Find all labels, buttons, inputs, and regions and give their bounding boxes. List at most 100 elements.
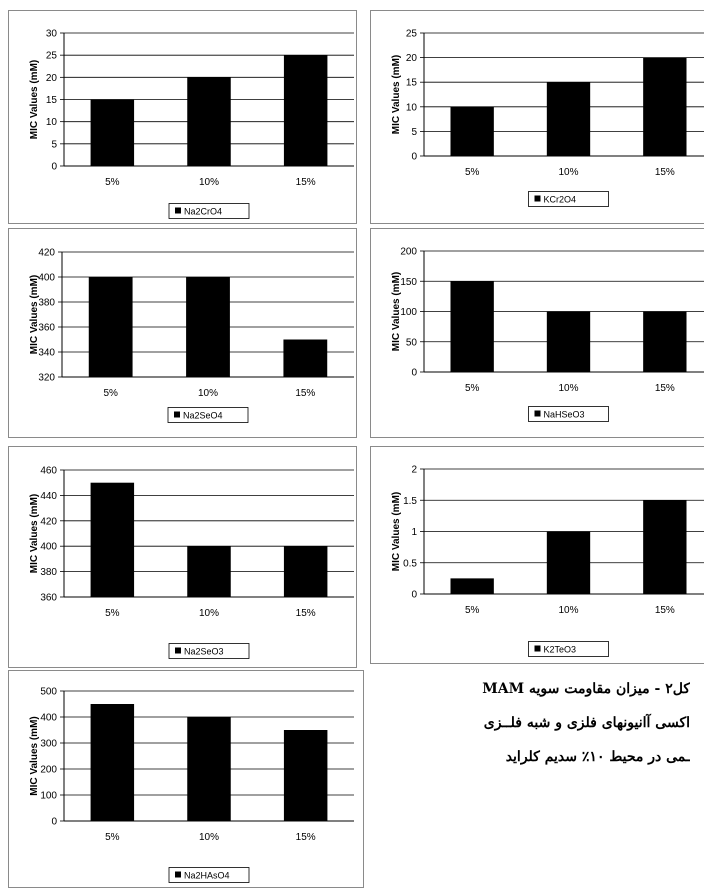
legend-box [167,407,249,423]
y-tick-label: 25 [46,51,58,62]
y-tick-label: 2 [411,465,417,476]
bar [88,277,133,377]
chart-panel-na2cro4: 0 5 10 15 20 25 30 5% 10% 15% MIC Values (mM) Na2Cr… [8,10,357,224]
bar [283,55,328,166]
bar [187,546,231,597]
legend-box [168,203,250,219]
y-tick-label: 150 [400,277,417,288]
legend-label: Na2CrO4 [184,207,222,217]
y-tick-label: 100 [400,307,417,318]
y-tick-label: 320 [38,373,55,384]
caption-line-1: کل۲ - میزان مقاومت سویه MAM [482,681,690,697]
y-tick-label: 400 [40,542,57,553]
legend-box [168,643,250,659]
bar [186,277,230,377]
y-tick-label: 0.5 [403,558,417,569]
y-tick-label: 400 [38,273,55,284]
x-tick-label: 15% [655,383,675,394]
y-tick-label: 0 [411,152,417,163]
legend-swatch [175,647,181,654]
y-axis-title: MIC Values (mM) [29,60,40,139]
bar [283,339,328,377]
legend-label: Na2SeO4 [183,411,223,421]
y-tick-label: 380 [40,567,57,578]
chart-svg: 320 340 360 380 400 420 5% 10% 15% MIC Values (mM… [29,248,354,423]
y-tick-label: 300 [40,739,57,750]
x-tick-label: 10% [199,608,219,619]
chart-svg: 0 5 10 15 20 25 5% 10% 15% MIC Values (mM) KCr2O4 [391,29,704,207]
legend-box [528,191,609,207]
y-tick-label: 200 [40,765,57,776]
chart-svg: 0 100 200 300 400 500 5% 10% 15% MIC Values (mM) N… [29,687,354,883]
x-tick-label: 10% [199,177,219,188]
legend-swatch [534,195,541,202]
bar [643,500,687,594]
y-tick-label: 340 [38,348,55,359]
y-tick-label: 100 [40,791,57,802]
x-tick-label: 5% [105,177,120,188]
bar [187,717,231,821]
y-tick-label: 500 [40,687,57,698]
legend-label: KCr2O4 [544,195,577,205]
y-tick-label: 440 [40,491,57,502]
legend-label: NaHSeO3 [544,410,585,420]
legend-swatch [534,410,541,417]
chart-panel-na2seo3: 360 380 400 420 440 460 5% 10% 15% MIC Values (mM… [8,446,357,668]
y-axis-title: MIC Values (mM) [391,272,402,351]
legend-label: Na2HAsO4 [184,871,230,881]
x-tick-label: 5% [465,167,480,178]
x-tick-label: 5% [465,605,480,616]
bar [546,311,591,372]
y-tick-label: 200 [400,247,417,258]
y-tick-label: 0 [411,368,417,379]
y-tick-label: 15 [46,95,58,106]
bar [450,106,494,156]
y-tick-label: 5 [51,139,57,150]
bar [90,99,135,166]
x-tick-label: 5% [103,388,118,399]
y-axis-title: MIC Values (mM) [29,275,40,354]
bar [643,311,687,372]
y-tick-label: 0 [51,817,57,828]
y-tick-label: 20 [46,73,58,84]
bar [90,482,135,597]
legend-swatch [175,871,181,878]
x-tick-label: 15% [655,167,675,178]
y-tick-label: 380 [38,298,55,309]
y-tick-label: 360 [38,323,55,334]
y-tick-label: 5 [411,127,417,138]
y-tick-label: 25 [406,29,418,40]
legend-box [168,867,250,883]
bar [187,77,231,166]
x-tick-label: 15% [295,388,315,399]
bar [643,57,687,156]
chart-panel-kcr2o4: 0 5 10 15 20 25 5% 10% 15% MIC Values (mM) KCr2O4 [370,10,704,224]
y-tick-label: 30 [46,29,58,40]
y-tick-label: 15 [406,78,418,89]
y-tick-label: 0 [51,162,57,173]
x-tick-label: 15% [655,605,675,616]
y-tick-label: 10 [406,102,418,113]
y-axis-title: MIC Values (mM) [391,55,402,134]
bar [450,281,494,372]
x-tick-label: 15% [296,177,316,188]
legend-swatch [534,645,541,652]
chart-svg: 0 50 100 150 200 5% 10% 15% MIC Values (mM) NaHSe… [391,247,704,422]
y-tick-label: 0 [411,590,417,601]
chart-panel-na2seo4: 320 340 360 380 400 420 5% 10% 15% MIC Values (mM… [8,228,357,438]
legend-box [528,641,609,657]
x-tick-label: 15% [296,608,316,619]
x-tick-label: 10% [199,832,219,843]
y-axis-title: MIC Values (mM) [29,716,40,795]
y-tick-label: 360 [40,593,57,604]
caption-line-3: ـمی در محیط ۱۰٪ سدیم کلراید [505,749,690,765]
legend-swatch [175,207,181,214]
x-tick-label: 5% [105,832,120,843]
figure-caption: کل۲ - میزان مقاومت سویه MAM اکسی آانیونه… [360,672,690,774]
legend-label: K2TeO3 [544,645,577,655]
legend-box [528,406,609,422]
x-tick-label: 10% [198,388,218,399]
x-tick-label: 15% [296,832,316,843]
chart-panel-na2hasо4: 0 100 200 300 400 500 5% 10% 15% MIC Values (mM) N… [8,670,364,888]
chart-panel-k2teo3: 0 0.5 1 1.5 2 5% 10% 15% MIC Values (mM) K2TeO3 [370,446,704,664]
